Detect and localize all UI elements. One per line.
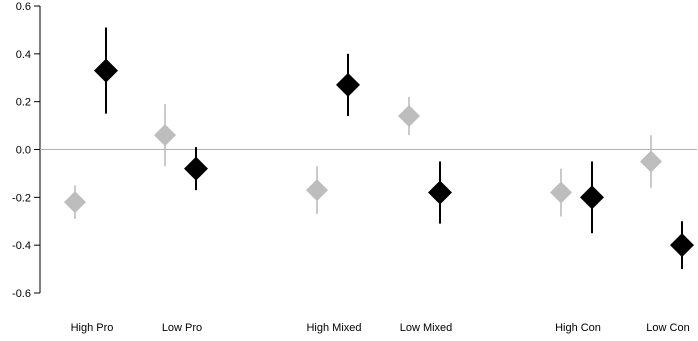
- data-point-black: [428, 161, 452, 224]
- data-point-black: [580, 161, 604, 234]
- data-point-gray: [640, 135, 662, 188]
- y-axis: 0.6 0.4 0.2 0.0 -0.2 -0.4 -0.6: [12, 1, 41, 300]
- y-tick-label: 0.2: [16, 97, 31, 109]
- data-point-black: [184, 147, 208, 191]
- diamond-marker: [670, 233, 694, 258]
- diamond-marker: [580, 185, 604, 210]
- y-tick-label: 0.6: [16, 1, 31, 13]
- diamond-marker: [336, 72, 360, 97]
- category-label: Low Con: [646, 322, 689, 334]
- diamond-marker: [640, 150, 662, 173]
- data-marks: [64, 27, 694, 270]
- diamond-marker: [184, 156, 208, 181]
- category-label: High Mixed: [306, 322, 361, 334]
- category-label: Low Mixed: [400, 322, 453, 334]
- category-label: High Con: [555, 322, 601, 334]
- category-label: High Pro: [71, 322, 114, 334]
- data-point-black: [670, 221, 694, 270]
- data-point-gray: [550, 168, 572, 217]
- y-tick-label: -0.6: [12, 288, 31, 300]
- diamond-marker: [550, 181, 572, 204]
- data-point-black: [336, 53, 360, 117]
- category-labels: High Pro Low Pro High Mixed Low Mixed High C…: [71, 322, 690, 334]
- diamond-marker: [428, 180, 452, 205]
- data-point-gray: [398, 96, 420, 136]
- diamond-marker: [306, 179, 328, 202]
- y-tick-label: 0.0: [16, 145, 31, 157]
- data-point-gray: [64, 185, 86, 219]
- y-tick-label: -0.2: [12, 192, 31, 204]
- data-point-gray: [154, 104, 176, 167]
- diamond-marker: [64, 191, 86, 214]
- data-point-black: [94, 27, 118, 114]
- data-point-gray: [306, 166, 328, 215]
- category-label: Low Pro: [162, 322, 202, 334]
- diamond-marker: [94, 58, 118, 83]
- diamond-marker: [154, 124, 176, 147]
- y-tick-label: -0.4: [12, 240, 31, 252]
- diamond-marker: [398, 105, 420, 128]
- y-tick-label: 0.4: [16, 49, 31, 61]
